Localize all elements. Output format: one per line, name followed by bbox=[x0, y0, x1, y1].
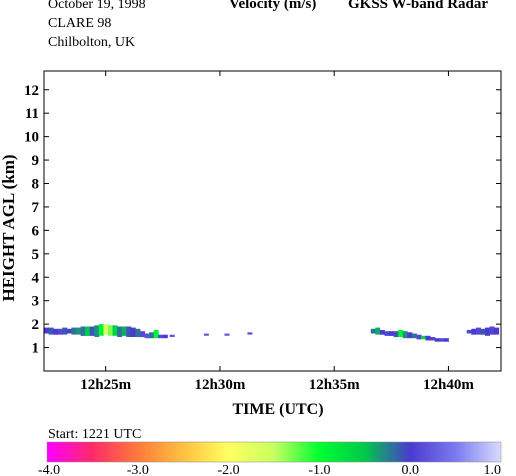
radar-echo-cell bbox=[94, 325, 100, 337]
radar-echo-cell bbox=[480, 328, 486, 335]
y-tick-label: 9 bbox=[32, 153, 40, 169]
radar-echo-cell bbox=[140, 331, 145, 338]
radar-echo-cell bbox=[402, 331, 408, 339]
radar-echo-cell bbox=[475, 327, 481, 335]
radar-echo-cell bbox=[57, 328, 63, 335]
y-tick-label: 4 bbox=[32, 270, 40, 286]
radar-echo-cell bbox=[407, 332, 413, 339]
radar-echo-cell bbox=[434, 338, 440, 342]
radar-echo-cell bbox=[158, 334, 164, 339]
radar-echo-cell bbox=[48, 327, 54, 335]
y-tick-label: 6 bbox=[32, 223, 40, 239]
radar-echo-cell bbox=[443, 338, 449, 342]
y-tick-label: 1 bbox=[32, 341, 40, 357]
radar-echo-layer bbox=[44, 324, 500, 342]
radar-echo-cell bbox=[203, 333, 209, 336]
radar-echo-cell bbox=[393, 331, 399, 338]
radar-echo-cell bbox=[112, 325, 118, 336]
x-tick-label: 12h25m bbox=[80, 377, 131, 393]
instrument-label: GKSS W-band Radar bbox=[348, 0, 489, 12]
y-axis-label: HEIGHT AGL (km) bbox=[0, 154, 18, 301]
radar-echo-cell bbox=[71, 327, 77, 335]
x-tick-label: 12h40m bbox=[423, 377, 474, 393]
y-tick-label: 7 bbox=[32, 200, 40, 216]
x-tick-label: 12h30m bbox=[195, 377, 246, 393]
y-tick-label: 12 bbox=[24, 83, 39, 99]
start-time-label: Start: 1221 UTC bbox=[48, 427, 142, 442]
radar-echo-cell bbox=[247, 332, 253, 335]
radar-echo-cell bbox=[121, 326, 127, 336]
colorbar-ticks: -4.0 -3.0 -2.0 -1.0 0.0 1.0 bbox=[38, 463, 501, 476]
radar-echo-cell bbox=[117, 326, 123, 337]
campaign-label: CLARE 98 bbox=[48, 16, 112, 31]
x-axis-label: TIME (UTC) bbox=[232, 401, 323, 418]
radar-echo-cell bbox=[53, 328, 59, 335]
plot-frame bbox=[43, 70, 502, 372]
date-label: October 19, 1998 bbox=[48, 0, 146, 12]
radar-echo-cell bbox=[439, 338, 445, 342]
radar-echo-cell bbox=[98, 324, 104, 336]
radar-echo-cell bbox=[135, 328, 141, 337]
colorbar-tick-label: -4.0 bbox=[38, 463, 60, 476]
colorbar-tick-label: 1.0 bbox=[484, 463, 502, 476]
radar-echo-cell bbox=[398, 330, 404, 337]
radar-echo-cell bbox=[425, 335, 431, 341]
y-tick-label: 2 bbox=[32, 317, 40, 333]
y-tick-label: 11 bbox=[25, 106, 39, 122]
radar-echo-cell bbox=[66, 328, 72, 334]
radar-echo-cell bbox=[421, 335, 426, 340]
colorbar-tick-label: 0.0 bbox=[401, 463, 419, 476]
radar-echo-cell bbox=[62, 327, 68, 335]
x-tick-label: 12h35m bbox=[309, 377, 360, 393]
radar-echo-cell bbox=[130, 327, 136, 337]
radar-echo-cell bbox=[494, 327, 500, 335]
radar-echo-cell bbox=[471, 328, 477, 335]
radar-echo-cell bbox=[379, 330, 385, 335]
radar-echo-cell bbox=[224, 333, 230, 336]
colorbar-tick-label: -3.0 bbox=[127, 463, 149, 476]
radar-echo-cell bbox=[370, 328, 376, 334]
radar-echo-cell bbox=[108, 325, 113, 336]
colorbar-tick-label: -1.0 bbox=[308, 463, 330, 476]
chart-title: Velocity (m/s) bbox=[229, 0, 317, 12]
radar-echo-cell bbox=[416, 334, 422, 340]
y-tick-label: 3 bbox=[32, 294, 40, 310]
radar-echo-cell bbox=[430, 337, 436, 341]
radar-echo-cell bbox=[149, 332, 155, 339]
radar-echo-cell bbox=[169, 334, 175, 337]
y-tick-label: 8 bbox=[32, 177, 40, 193]
radar-echo-cell bbox=[153, 330, 159, 339]
radar-echo-cell bbox=[85, 326, 91, 336]
x-axis: 12h25m 12h30m 12h35m 12h40m bbox=[80, 71, 474, 393]
radar-echo-cell bbox=[144, 333, 150, 339]
radar-echo-cell bbox=[89, 326, 95, 336]
radar-echo-cell bbox=[384, 331, 390, 336]
radar-echo-cell bbox=[44, 327, 49, 334]
location-label: Chilbolton, UK bbox=[48, 35, 136, 50]
colorbar bbox=[46, 441, 502, 463]
radar-echo-cell bbox=[389, 331, 394, 336]
y-tick-label: 10 bbox=[24, 130, 39, 146]
radar-echo-cell bbox=[411, 333, 417, 339]
radar-echo-cell bbox=[126, 326, 132, 337]
colorbar-tick-label: -2.0 bbox=[218, 463, 240, 476]
radar-echo-cell bbox=[485, 327, 490, 336]
radar-echo-cell bbox=[162, 334, 168, 339]
radar-echo-cell bbox=[466, 330, 472, 334]
y-tick-label: 5 bbox=[32, 247, 40, 263]
radar-echo-cell bbox=[80, 326, 86, 336]
radar-echo-cell bbox=[489, 326, 495, 335]
radar-echo-cell bbox=[103, 324, 109, 335]
radar-echo-cell bbox=[76, 327, 81, 335]
radar-echo-cell bbox=[375, 327, 381, 335]
